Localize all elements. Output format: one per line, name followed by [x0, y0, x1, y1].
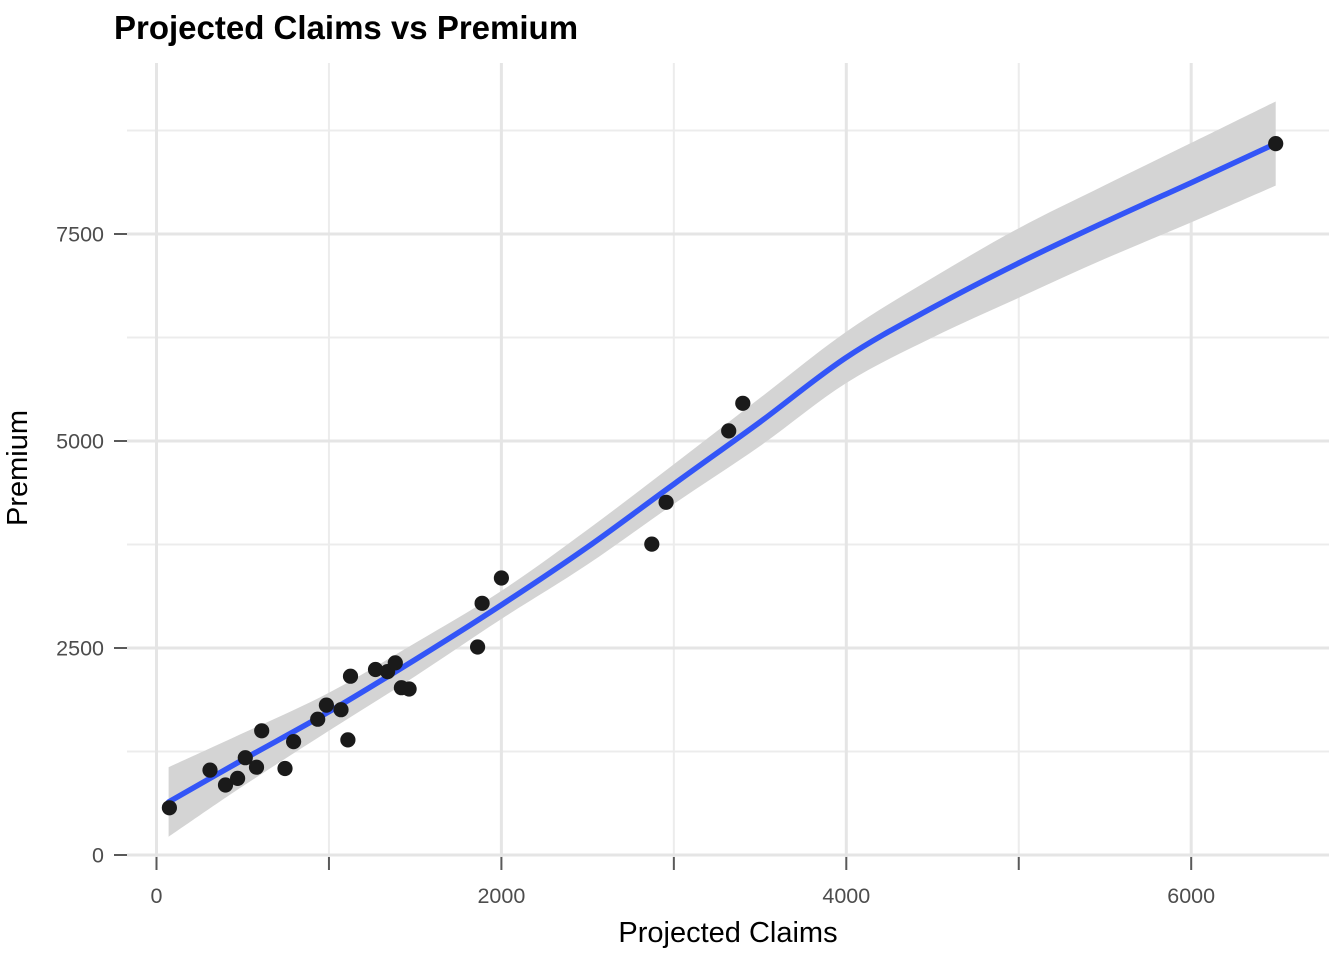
x-tick-label: 6000 — [1167, 884, 1215, 908]
data-point — [470, 639, 486, 655]
data-point — [367, 661, 384, 678]
data-point — [735, 395, 751, 411]
data-point — [333, 702, 349, 718]
y-tick-label: 5000 — [56, 430, 104, 454]
data-point — [161, 800, 177, 816]
y-tick-label: 0 — [92, 844, 104, 868]
x-axis-title: Projected Claims — [618, 917, 837, 949]
data-point — [254, 723, 270, 739]
data-point — [493, 570, 509, 586]
data-point — [658, 494, 674, 510]
x-tick-label: 4000 — [822, 884, 870, 908]
chart-title: Projected Claims vs Premium — [114, 9, 578, 46]
data-point — [387, 655, 403, 671]
data-point — [340, 732, 356, 748]
data-point — [1268, 136, 1284, 152]
y-tick-label: 2500 — [56, 637, 104, 661]
y-axis-tick-labels: 0 2500 5000 7500 — [56, 223, 104, 868]
data-point — [286, 734, 302, 750]
y-axis-title: Premium — [2, 410, 34, 526]
data-point — [401, 681, 417, 697]
y-tick-label: 7500 — [56, 223, 104, 247]
axis-tick-marks — [114, 233, 1193, 870]
data-point — [474, 595, 490, 611]
data-point — [277, 760, 293, 777]
data-point — [318, 697, 334, 713]
data-point — [237, 750, 253, 766]
data-point — [202, 762, 218, 778]
confidence-band — [168, 101, 1276, 837]
data-point — [310, 711, 326, 727]
data-point — [644, 536, 660, 552]
data-points — [161, 136, 1284, 816]
smooth-line — [165, 140, 1279, 805]
data-point — [217, 777, 234, 793]
x-tick-label: 2000 — [477, 884, 525, 908]
gridlines-minor — [127, 63, 1329, 857]
data-point — [721, 423, 737, 439]
x-axis-tick-labels: 0 2000 4000 6000 — [151, 884, 1216, 908]
data-point — [342, 668, 359, 684]
data-point — [248, 759, 265, 775]
data-point — [230, 770, 246, 787]
x-tick-label: 0 — [151, 884, 163, 908]
